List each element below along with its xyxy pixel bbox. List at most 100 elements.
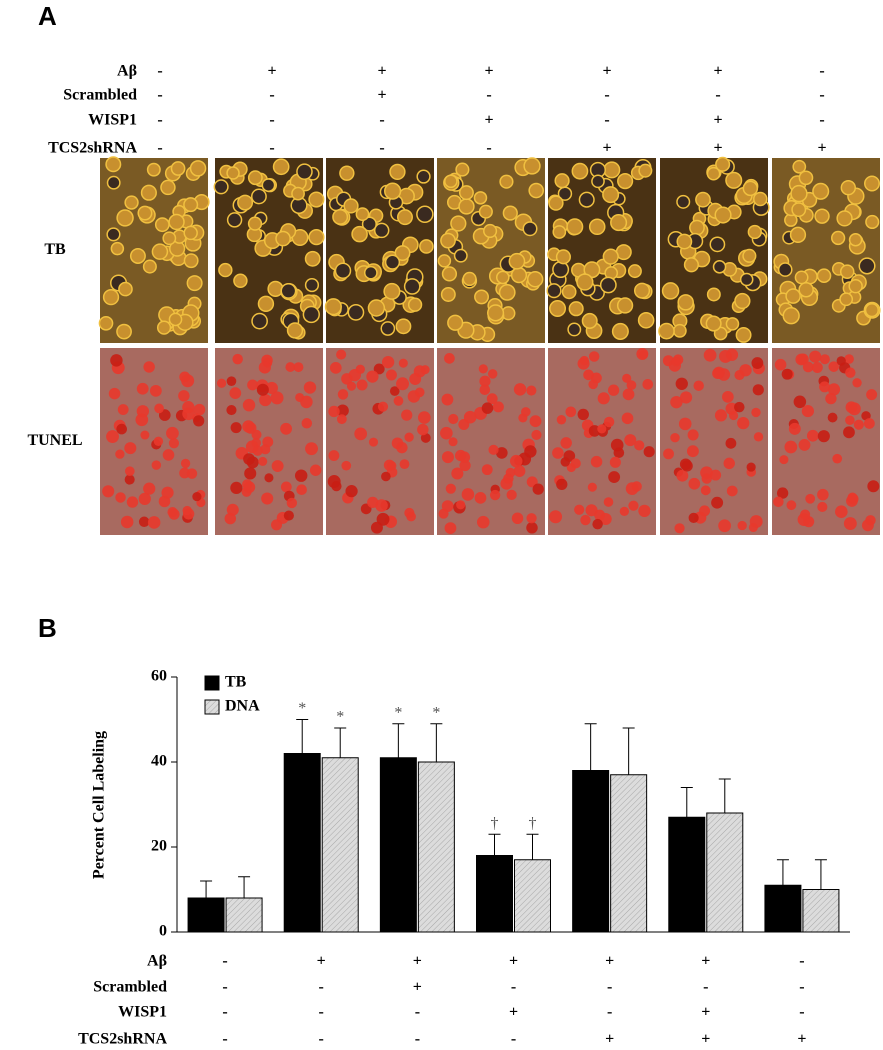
cell [161, 486, 174, 499]
cell [643, 446, 655, 458]
cell [280, 282, 297, 299]
cell [712, 367, 724, 379]
treatment-sign: - [157, 87, 162, 104]
cell [162, 449, 175, 461]
cell [718, 349, 732, 363]
cell [602, 186, 620, 204]
cell [146, 162, 161, 177]
cell [505, 467, 516, 478]
cell [247, 170, 263, 186]
cell [252, 445, 263, 456]
cell [437, 254, 452, 268]
cell [383, 282, 401, 300]
cell [304, 277, 320, 293]
cell [324, 298, 342, 316]
cell [506, 489, 517, 500]
cell [151, 460, 162, 470]
cell [785, 288, 801, 304]
cell [438, 508, 449, 519]
treatment-sign: - [319, 1031, 324, 1048]
error-bar [430, 723, 443, 762]
cell [578, 191, 595, 208]
cell [302, 305, 320, 324]
cell [183, 253, 199, 269]
cell [681, 460, 693, 472]
cell [633, 282, 651, 299]
cell [546, 283, 562, 299]
cell [567, 322, 582, 337]
cell [739, 272, 754, 287]
cell [734, 370, 745, 381]
cell [552, 261, 570, 279]
cell [140, 430, 150, 440]
treatment-sign: - [222, 1004, 227, 1021]
cell [565, 406, 577, 418]
treatment-sign: - [799, 979, 804, 996]
cell [444, 353, 455, 364]
cell [407, 297, 423, 312]
cell [444, 522, 457, 534]
cell [453, 248, 468, 263]
cell [622, 373, 632, 383]
treatment-sign: + [509, 1004, 518, 1021]
cell [607, 384, 620, 396]
cell [701, 473, 712, 484]
bar [668, 816, 706, 933]
cell [625, 482, 639, 496]
cell [687, 429, 699, 441]
cell [272, 158, 290, 176]
cell [459, 459, 471, 472]
cell [409, 373, 422, 386]
cell [393, 396, 404, 406]
cell [447, 314, 464, 331]
treatment-sign: + [797, 1031, 806, 1048]
cell [244, 467, 257, 480]
error-bar [622, 727, 635, 775]
cell [373, 363, 385, 375]
cell [181, 374, 195, 388]
cell [267, 280, 284, 297]
cell [795, 353, 808, 366]
cell [636, 348, 649, 360]
cell [226, 166, 240, 180]
cell [420, 432, 431, 443]
cell [676, 194, 691, 209]
cell [811, 362, 823, 373]
cell [168, 213, 185, 231]
cell [495, 447, 508, 459]
cell [747, 224, 762, 240]
cell [809, 350, 822, 363]
cell [746, 462, 756, 472]
cell [819, 354, 830, 365]
cell [182, 401, 195, 414]
cell [675, 377, 688, 390]
cell [800, 509, 811, 520]
cell [812, 182, 830, 200]
bar [572, 770, 610, 933]
error-bar [392, 723, 405, 758]
cell [140, 184, 157, 201]
cell [348, 368, 361, 382]
cell [712, 260, 727, 274]
treatment-sign: - [222, 1031, 227, 1048]
cell [339, 165, 355, 181]
cell [481, 464, 493, 476]
cell [802, 361, 814, 373]
cell [193, 415, 205, 427]
cell [213, 179, 229, 195]
cell [670, 395, 683, 409]
cell [396, 209, 413, 226]
cell [261, 492, 274, 505]
cell [638, 504, 651, 518]
cell [178, 390, 190, 402]
cell [852, 378, 862, 388]
cell [683, 257, 700, 273]
cell [737, 520, 747, 531]
cell [271, 519, 283, 531]
cell [817, 501, 828, 512]
cell [404, 432, 414, 442]
cell [637, 311, 655, 329]
cell [619, 506, 630, 517]
cell [661, 282, 680, 300]
cell [373, 222, 390, 239]
